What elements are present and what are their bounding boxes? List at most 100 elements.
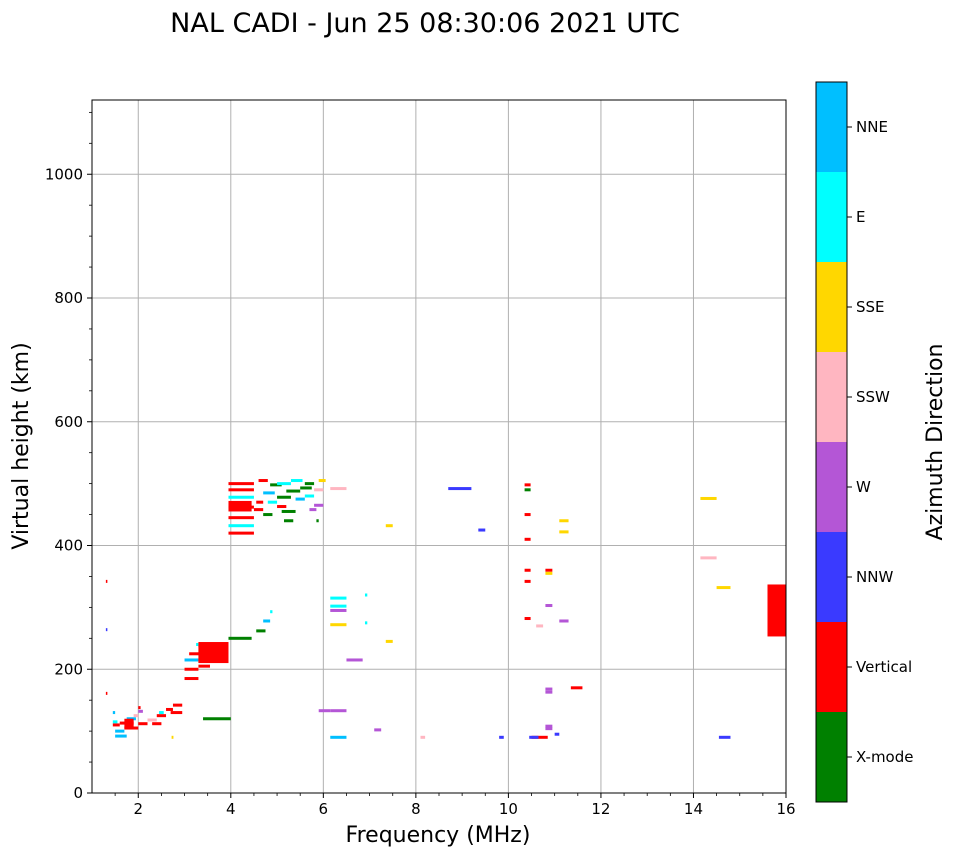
echo-point xyxy=(172,703,183,707)
echo-point xyxy=(524,579,531,583)
echo-point xyxy=(330,487,347,491)
echo-point xyxy=(105,691,108,695)
echo-point xyxy=(228,531,254,535)
echo-point xyxy=(304,494,315,498)
echo-point xyxy=(524,513,531,517)
echo-point xyxy=(277,482,291,486)
x-tick-label: 2 xyxy=(133,800,143,818)
echo-point xyxy=(385,639,393,643)
echo-point xyxy=(330,608,347,612)
echo-point xyxy=(138,709,143,713)
echo-point xyxy=(267,500,278,504)
echo-point xyxy=(284,519,294,523)
echo-point xyxy=(256,629,266,633)
echo-point xyxy=(700,496,717,500)
echo-point xyxy=(171,735,174,739)
echo-point xyxy=(536,624,544,628)
x-tick-label: 6 xyxy=(319,800,329,818)
echo-point xyxy=(545,571,553,575)
colorbar-label: Azimuth Direction xyxy=(923,343,948,540)
echo-block xyxy=(198,642,229,664)
echo-point xyxy=(258,479,268,483)
echo-point xyxy=(559,530,569,534)
x-axis: 2 4 6 8 10 12 14 16 xyxy=(114,793,796,818)
echo-point xyxy=(112,723,120,727)
colorbar-swatch xyxy=(816,352,847,442)
echo-point xyxy=(105,628,108,632)
echo-point xyxy=(545,687,553,691)
echo-point xyxy=(156,714,167,718)
colorbar-tick-label: W xyxy=(856,478,871,496)
echo-point xyxy=(189,652,204,656)
echo-point xyxy=(138,706,141,710)
grid xyxy=(92,100,786,793)
echo-point xyxy=(478,528,486,532)
echo-point xyxy=(152,722,162,726)
echo-point xyxy=(115,729,125,733)
y-axis-label: Virtual height (km) xyxy=(9,342,34,549)
echo-point xyxy=(295,497,305,501)
echo-block xyxy=(767,584,786,637)
echo-point xyxy=(256,500,264,504)
echo-point xyxy=(700,556,717,560)
echo-point xyxy=(318,709,331,713)
colorbar-swatch xyxy=(816,82,847,172)
colorbar-tick-label: SSW xyxy=(856,388,890,406)
echo-point xyxy=(277,495,291,499)
echo-point xyxy=(545,568,553,572)
echo-point xyxy=(314,503,324,507)
echo-block xyxy=(228,500,252,512)
echo-point xyxy=(529,735,539,739)
echo-point xyxy=(112,711,116,715)
plot-background xyxy=(92,100,786,793)
x-tick-label: 10 xyxy=(499,800,518,818)
echo-point xyxy=(314,488,324,492)
echo-point xyxy=(281,509,296,513)
echo-point xyxy=(270,483,282,487)
echo-point xyxy=(364,621,368,625)
echo-point xyxy=(559,619,569,623)
echo-point xyxy=(330,604,347,608)
echo-point xyxy=(559,519,569,523)
echo-point xyxy=(716,586,731,590)
echo-point xyxy=(545,727,553,731)
echo-point xyxy=(133,714,139,718)
data-points xyxy=(105,479,786,739)
x-axis-label: Frequency (MHz) xyxy=(346,823,531,848)
echo-point xyxy=(228,495,254,499)
echo-point xyxy=(524,537,531,541)
echo-point xyxy=(277,505,287,509)
echo-point xyxy=(524,617,531,621)
echo-point xyxy=(228,488,254,492)
y-tick-label: 1000 xyxy=(45,165,83,183)
echo-point xyxy=(263,619,271,623)
echo-point xyxy=(270,610,273,614)
echo-point xyxy=(570,686,583,690)
y-tick-label: 400 xyxy=(54,537,83,555)
plot-area: 2 4 6 8 10 12 14 16 0 200 400 600 800 1000 xyxy=(45,99,796,818)
echo-point xyxy=(203,717,231,721)
echo-point xyxy=(316,519,319,523)
echo-point xyxy=(330,709,347,713)
echo-point xyxy=(364,593,368,597)
echo-point xyxy=(147,718,157,722)
colorbar-swatch xyxy=(816,262,847,352)
colorbar-frame xyxy=(815,81,848,803)
echo-point xyxy=(184,677,199,681)
colorbar-tick-label: Vertical xyxy=(856,658,912,676)
echo-point xyxy=(263,513,273,517)
colorbar-swatch xyxy=(816,532,847,622)
echo-point xyxy=(524,488,531,492)
colorbar: X-mode Vertical NNW W SSW SSE E NNE xyxy=(815,81,913,803)
echo-point xyxy=(554,732,560,736)
echo-point xyxy=(184,658,199,662)
y-axis: 0 200 400 600 800 1000 xyxy=(45,111,92,802)
colorbar-tick-label: SSE xyxy=(856,298,885,316)
x-tick-label: 12 xyxy=(591,800,610,818)
echo-point xyxy=(545,604,553,608)
echo-point xyxy=(420,735,426,739)
chart-title: NAL CADI - Jun 25 08:30:06 2021 UTC xyxy=(170,8,680,39)
echo-point xyxy=(330,735,347,739)
echo-point xyxy=(263,491,275,495)
